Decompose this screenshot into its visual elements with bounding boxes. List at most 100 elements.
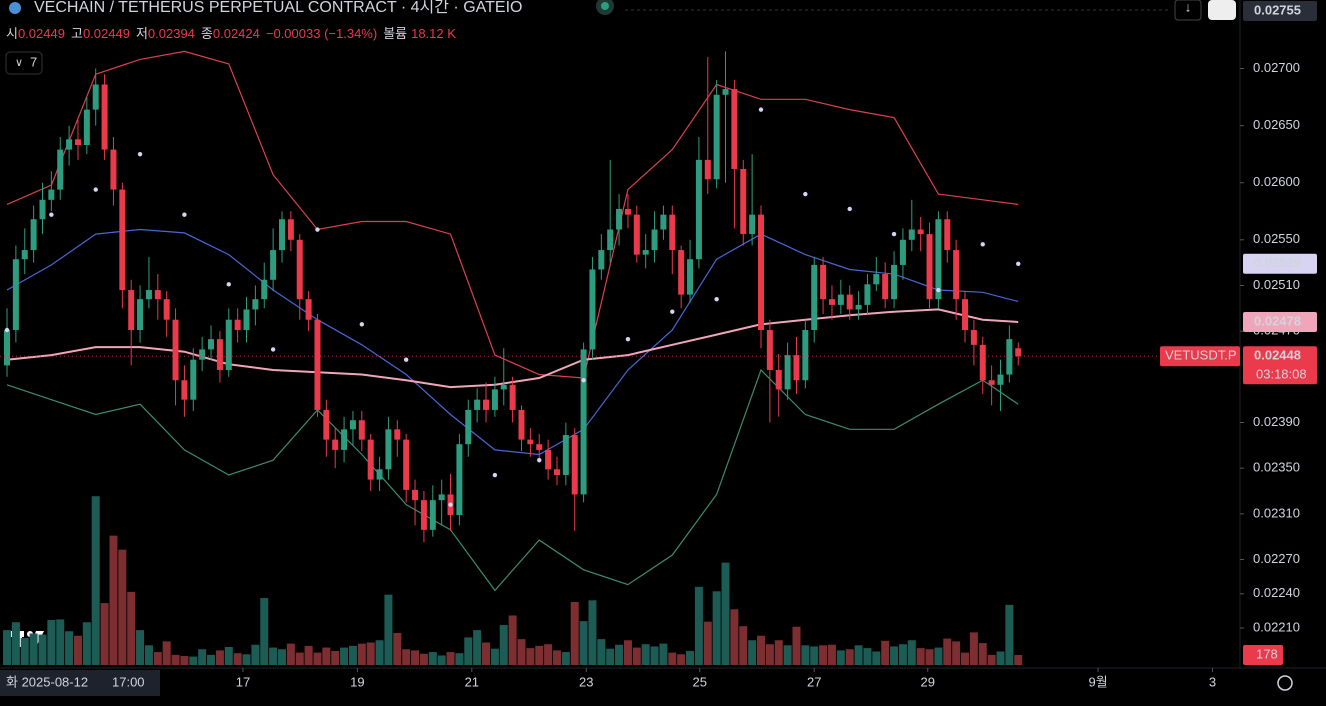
volume-bar [198,649,207,665]
legend-change: −0.00033 (−1.34%) [266,26,377,41]
candle-body [30,219,37,251]
volume-bar [898,644,907,665]
volume-bar [251,644,260,665]
legend-value: 0.02449 [83,26,130,41]
volume-bar [686,650,695,665]
candle-body [332,439,339,450]
candle-body [953,250,960,300]
snapshot-button[interactable] [1208,0,1236,20]
sar-dot [1016,261,1021,266]
ohlc-legend: 시0.02449 고0.02449 저0.02394 종0.02424 −0.00033… [6,26,456,41]
volume-bar [721,562,730,665]
volume-bar [91,496,100,665]
legend-value: 0.02424 [213,26,260,41]
legend-label: 시 [6,26,18,41]
candle-body [172,319,179,381]
candle-body [163,299,170,320]
volume-bar [881,640,890,665]
volume-tag-box [1243,645,1283,665]
volume-bar [207,654,216,665]
legend-label: 볼륨 [383,26,407,41]
y-tick-label: 0.02210 [1253,619,1300,634]
volume-bar [783,645,792,665]
candle-body [571,435,578,495]
y-tick-label: 0.02600 [1253,174,1300,189]
sar-dot [847,206,852,212]
candle-body [199,349,206,360]
candle-body [624,208,631,215]
candle-body [465,409,472,445]
volume-bar [712,591,721,665]
volume-bar [286,643,295,665]
price-tag: 0.02478 [1254,313,1301,328]
symbol-tag: VETUSDT.P [1165,348,1237,363]
volume-bar [242,654,251,665]
volume-bar [659,643,668,665]
sar-dot [315,227,320,232]
volume-bar [473,630,482,665]
candle-body [21,250,28,260]
candle-body [518,409,525,440]
volume-bar [508,615,517,665]
candle-body [474,399,481,410]
volume-bar [162,641,171,665]
volume-bar [82,622,91,665]
symbol-tag-box [1160,346,1240,367]
volume-bar [579,621,588,665]
candle-body [589,269,596,350]
candle-body [757,214,764,331]
candle-body [243,309,250,331]
volume-bar [969,632,978,665]
candle-body [962,299,969,331]
x-tick-label: 9월 [1088,674,1107,689]
volume-bar [304,645,313,665]
volume-bar [171,654,180,665]
volume-bar [792,626,801,665]
settings-icon[interactable] [1277,675,1293,691]
sar-dot [448,502,453,507]
scroll-button[interactable] [1174,0,1202,21]
volume-bar [20,638,29,665]
sar-dot [4,327,10,333]
volume-bar [978,643,987,665]
crosshair-time: 17:00 [112,674,145,689]
volume-bar [756,635,765,665]
legend-value: 18.12 K [411,26,456,41]
y-tick-label: 0.02510 [1253,277,1300,292]
volume-bar [890,646,899,665]
sar-dot [182,212,187,217]
volume-bar [517,639,526,665]
volume-bar [136,630,145,665]
volume-bar [313,652,322,665]
volume-bar [597,639,606,665]
crosshair-label: 화 2025-08-12 [6,674,88,689]
sar-dot [936,287,941,293]
volume-bar [464,637,473,665]
toggle-icon: ∨ [15,57,23,69]
volume-bar [934,647,943,665]
indicator-toggle[interactable] [5,51,43,75]
candle-body [731,89,738,169]
price-tag: 0.02529 [1254,255,1301,270]
volume-bar [437,655,446,665]
y-tick-label: 0.02350 [1253,460,1300,475]
candle-body [500,384,507,390]
volume-bar [641,644,650,665]
price-tag-box [1243,1,1317,21]
sar-dot [714,296,719,302]
volume-bar [402,649,411,665]
candle-body [270,250,277,280]
candle-body [376,469,383,480]
volume-bar [703,621,712,665]
y-tick-label: 0.02700 [1253,60,1300,75]
candle-body [509,384,516,410]
x-tick-label: 25 [693,674,707,689]
volume-tag: 178 [1256,646,1278,661]
volume-bar [65,631,74,665]
sar-dot [137,151,143,157]
volume-bar [1005,604,1014,665]
candle-body [181,380,188,400]
volume-bar [845,649,854,665]
candle-body [828,299,835,305]
volume-bar [925,649,934,665]
